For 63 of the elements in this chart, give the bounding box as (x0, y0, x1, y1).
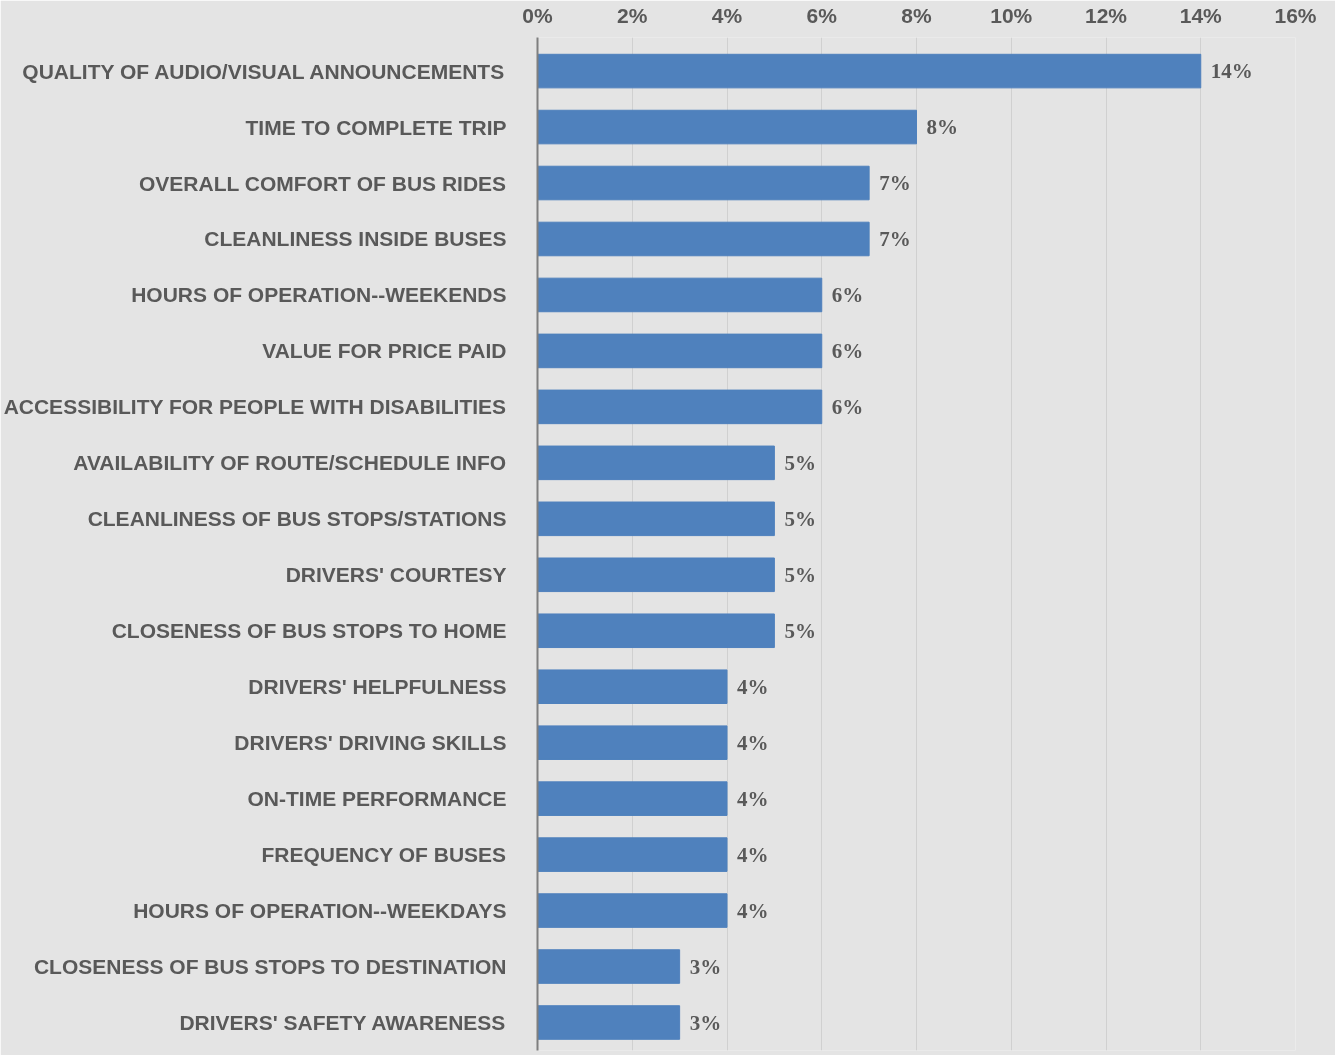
data-label: 6% (831, 394, 864, 419)
bar (537, 221, 870, 257)
data-label: 3% (689, 954, 722, 979)
bar (537, 109, 917, 145)
y-tick-label: CLEANLINESS INSIDE BUSES (204, 227, 507, 251)
data-label: 4% (737, 842, 769, 867)
data-label: 3% (689, 1010, 722, 1035)
y-tick-label: DRIVERS' SAFETY AWARENESS (179, 1011, 506, 1035)
bar (537, 277, 823, 313)
y-tick-label: FREQUENCY OF BUSES (261, 843, 507, 867)
data-label: 4% (737, 730, 769, 755)
bar (537, 389, 823, 425)
data-label: 8% (926, 115, 958, 140)
data-label: 5% (784, 506, 816, 531)
bar (537, 165, 870, 201)
data-label: 4% (737, 786, 769, 811)
y-tick-label: TIME TO COMPLETE TRIP (245, 115, 507, 139)
x-tick-label: 14% (1179, 3, 1223, 27)
bar (537, 53, 1202, 89)
data-label: 4% (737, 674, 769, 699)
x-tick-label: 6% (806, 3, 838, 27)
y-tick-label: DRIVERS' DRIVING SKILLS (234, 731, 507, 755)
data-label: 7% (879, 226, 911, 251)
y-tick-label: HOURS OF OPERATION--WEEKDAYS (133, 899, 507, 923)
data-label: 14% (1210, 59, 1253, 84)
bar (537, 333, 823, 369)
bar (537, 725, 728, 760)
x-tick-label: 8% (901, 3, 932, 27)
x-tick-label: 2% (617, 3, 648, 27)
data-label: 6% (831, 282, 864, 307)
bar (537, 949, 681, 984)
x-tick-label: 16% (1274, 3, 1317, 27)
bar (537, 445, 775, 481)
y-tick-label: HOURS OF OPERATION--WEEKENDS (131, 283, 507, 307)
data-label: 5% (784, 618, 816, 643)
bar (537, 893, 728, 928)
y-tick-label: CLOSENESS OF BUS STOPS TO HOME (111, 619, 507, 643)
x-tick-label: 4% (711, 3, 743, 27)
data-label: 5% (784, 450, 816, 475)
bar (537, 501, 775, 537)
bar (537, 557, 775, 593)
y-tick-label: CLEANLINESS OF BUS STOPS/STATIONS (87, 507, 507, 531)
bar (537, 781, 728, 816)
y-tick-label: QUALITY OF AUDIO/VISUAL ANNOUNCEMENTS (22, 59, 505, 83)
y-tick-label: DRIVERS' COURTESY (285, 563, 507, 587)
bar (537, 837, 728, 872)
data-label: 6% (831, 338, 864, 363)
bar (537, 613, 775, 649)
y-tick-label: VALUE FOR PRICE PAID (262, 339, 507, 363)
x-tick-label: 12% (1084, 3, 1128, 27)
bar (537, 1005, 681, 1040)
y-tick-label: CLOSENESS OF BUS STOPS TO DESTINATION (33, 955, 507, 979)
y-tick-label: ON-TIME PERFORMANCE (247, 787, 507, 811)
y-tick-label: OVERALL COMFORT OF BUS RIDES (139, 171, 507, 195)
y-tick-label: AVAILABILITY OF ROUTE/SCHEDULE INFO (73, 451, 507, 475)
data-label: 4% (737, 898, 769, 923)
data-label: 7% (879, 171, 911, 196)
bar (537, 669, 728, 705)
data-label: 5% (784, 562, 816, 587)
x-tick-label: 0% (522, 3, 553, 27)
x-tick-label: 10% (990, 3, 1033, 27)
y-tick-label: DRIVERS' HELPFULNESS (248, 675, 507, 699)
y-tick-label: ACCESSIBILITY FOR PEOPLE WITH DISABILITIES (3, 395, 507, 419)
